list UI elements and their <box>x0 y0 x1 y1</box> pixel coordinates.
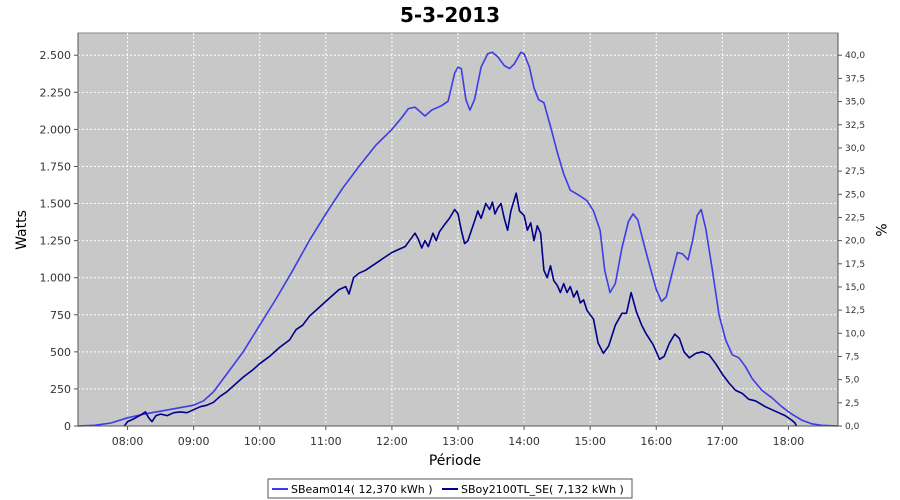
x-axis-ticks: 08:00 09:00 10:00 11:00 12:00 13:00 14:00 15:00… <box>78 425 838 448</box>
y2-tick-label: 12,5 <box>845 306 865 316</box>
series-line-1 <box>77 51 839 427</box>
y2-tick-label: 27,5 <box>845 167 865 177</box>
y-tick-label: 1.750 <box>40 160 72 173</box>
x-tick-label: 11:00 <box>310 435 342 448</box>
y2-tick-label: 10,0 <box>845 329 865 339</box>
y2-tick-label: 17,5 <box>845 260 865 270</box>
x-tick-label: 13:00 <box>442 435 474 448</box>
y-tick-label: 1.000 <box>40 272 72 285</box>
y2-tick-label: 20,0 <box>845 237 865 247</box>
y-axis-label: Watts <box>14 210 30 250</box>
y2-tick-label: 2,5 <box>845 399 859 409</box>
y-axis-ticks: 0 250 500 750 1.000 1.250 1.500 1.750 2.000 2.250… <box>40 33 79 433</box>
y2-axis-label: % <box>872 223 888 236</box>
y-tick-label: 0 <box>64 420 71 433</box>
y2-tick-label: 37,5 <box>845 74 865 84</box>
x-tick-label: 09:00 <box>178 435 210 448</box>
y2-tick-label: 15,0 <box>845 283 865 293</box>
y-tick-label: 750 <box>50 309 71 322</box>
series-layer <box>77 51 839 427</box>
legend-label-1: SBeam014( 12,370 kWh ) <box>291 483 433 496</box>
y2-tick-label: 5,0 <box>845 376 860 386</box>
y2-tick-label: 0,0 <box>845 422 860 432</box>
chart-title: 5-3-2013 <box>400 3 500 27</box>
y2-axis-ticks: 0,0 2,5 5,0 7,5 10,0 12,5 15,0 17,5 20,0 22,5 25,0… <box>837 33 865 432</box>
x-tick-label: 12:00 <box>376 435 408 448</box>
y2-tick-label: 35,0 <box>845 98 865 108</box>
y2-tick-label: 30,0 <box>845 144 865 154</box>
x-tick-label: 15:00 <box>574 435 606 448</box>
y-tick-label: 250 <box>50 383 71 396</box>
y-tick-label: 1.500 <box>40 198 72 211</box>
y-tick-label: 2.500 <box>40 49 72 62</box>
y-tick-label: 1.250 <box>40 235 72 248</box>
y2-tick-label: 40,0 <box>845 51 865 61</box>
x-tick-label: 18:00 <box>773 435 805 448</box>
x-tick-label: 17:00 <box>706 435 738 448</box>
y-tick-label: 2.000 <box>40 123 72 136</box>
legend-label-2: SBoy2100TL_SE( 7,132 kWh ) <box>461 483 624 496</box>
y2-tick-label: 25,0 <box>845 190 865 200</box>
x-axis-label: Période <box>429 453 481 469</box>
y2-tick-label: 22,5 <box>845 213 865 223</box>
x-tick-label: 14:00 <box>508 435 540 448</box>
y2-tick-label: 7,5 <box>845 352 859 362</box>
legend: SBeam014( 12,370 kWh ) SBoy2100TL_SE( 7,1… <box>267 478 633 499</box>
x-tick-label: 16:00 <box>640 435 672 448</box>
y-tick-label: 500 <box>50 346 71 359</box>
x-tick-label: 08:00 <box>112 435 144 448</box>
y2-tick-label: 32,5 <box>845 121 865 131</box>
x-tick-label: 10:00 <box>244 435 276 448</box>
series-line-2 <box>123 192 798 427</box>
y-tick-label: 2.250 <box>40 86 72 99</box>
